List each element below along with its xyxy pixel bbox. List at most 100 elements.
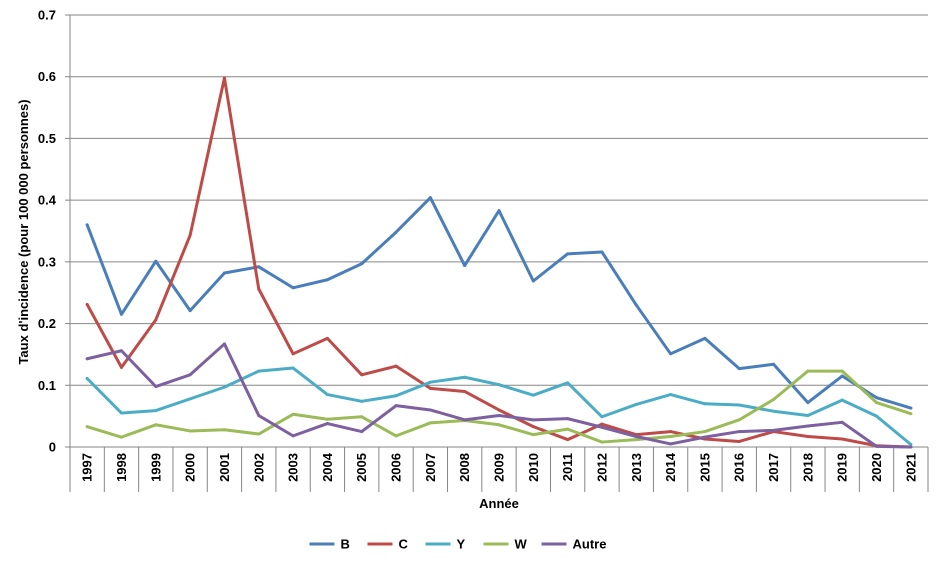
data-point bbox=[257, 287, 261, 291]
data-point bbox=[428, 421, 432, 425]
x-tick-label: 2002 bbox=[251, 453, 266, 482]
data-point bbox=[463, 375, 467, 379]
data-point bbox=[188, 373, 192, 377]
data-point bbox=[222, 428, 226, 432]
data-point bbox=[531, 279, 535, 283]
data-point bbox=[325, 417, 329, 421]
x-tick-label: 2007 bbox=[423, 453, 438, 482]
x-axis-title: Année bbox=[479, 496, 519, 511]
data-point bbox=[566, 438, 570, 442]
data-point bbox=[600, 415, 604, 419]
data-point bbox=[531, 433, 535, 437]
y-tick-label: 0.2 bbox=[38, 316, 56, 331]
data-point bbox=[257, 369, 261, 373]
data-point bbox=[497, 209, 501, 213]
data-point bbox=[222, 385, 226, 389]
data-point bbox=[531, 393, 535, 397]
data-point bbox=[463, 418, 467, 422]
x-tick-label: 2012 bbox=[594, 453, 609, 482]
x-tick-label: 2014 bbox=[663, 452, 678, 482]
data-point bbox=[394, 394, 398, 398]
y-tick-label: 0 bbox=[49, 440, 56, 455]
data-point bbox=[394, 364, 398, 368]
data-point bbox=[669, 393, 673, 397]
data-point bbox=[154, 259, 158, 263]
data-point bbox=[291, 352, 295, 356]
data-point bbox=[463, 389, 467, 393]
data-point bbox=[188, 429, 192, 433]
y-axis-ticks: 0 0.1 0.2 0.3 0.4 0.5 0.6 0.7 bbox=[38, 8, 70, 455]
data-point bbox=[291, 434, 295, 438]
legend-label: Y bbox=[457, 537, 466, 552]
data-point bbox=[154, 318, 158, 322]
data-point bbox=[154, 385, 158, 389]
x-tick-label: 2011 bbox=[560, 453, 575, 481]
x-tick-label: 2017 bbox=[766, 453, 781, 482]
data-point bbox=[428, 386, 432, 390]
data-point bbox=[669, 352, 673, 356]
data-point bbox=[360, 430, 364, 434]
data-point bbox=[600, 425, 604, 429]
data-point bbox=[772, 428, 776, 432]
data-point bbox=[875, 414, 879, 418]
data-point bbox=[840, 437, 844, 441]
data-point bbox=[806, 435, 810, 439]
data-point bbox=[325, 422, 329, 426]
data-point bbox=[188, 233, 192, 237]
data-point bbox=[119, 411, 123, 415]
data-point bbox=[257, 265, 261, 269]
data-point bbox=[737, 403, 741, 407]
data-point bbox=[669, 442, 673, 446]
data-point bbox=[85, 302, 89, 306]
data-point bbox=[840, 420, 844, 424]
data-point bbox=[257, 414, 261, 418]
legend-label: B bbox=[341, 537, 350, 552]
data-point bbox=[428, 196, 432, 200]
data-point bbox=[291, 366, 295, 370]
data-point bbox=[222, 76, 226, 80]
y-axis-title: Taux d'incidence (pour 100 000 personnes… bbox=[16, 99, 31, 364]
data-point bbox=[634, 402, 638, 406]
x-axis-ticks: 1997 1998 1999 2000 2001 2002 2003 2004 2005 2006… bbox=[69, 447, 929, 492]
data-point bbox=[703, 435, 707, 439]
x-tick-label: 2006 bbox=[389, 453, 404, 482]
data-point bbox=[360, 373, 364, 377]
data-point bbox=[497, 408, 501, 412]
x-tick-label: 1997 bbox=[80, 453, 95, 482]
x-tick-label: 2004 bbox=[320, 452, 335, 482]
data-point bbox=[119, 365, 123, 369]
data-point bbox=[188, 309, 192, 313]
data-point bbox=[119, 349, 123, 353]
data-point bbox=[394, 404, 398, 408]
data-point bbox=[360, 262, 364, 266]
data-point bbox=[497, 383, 501, 387]
x-tick-label: 2003 bbox=[286, 453, 301, 482]
data-point bbox=[634, 438, 638, 442]
x-tick-label: 2001 bbox=[217, 453, 232, 482]
x-tick-label: 2015 bbox=[697, 453, 712, 482]
data-point bbox=[840, 374, 844, 378]
data-point bbox=[85, 223, 89, 227]
data-point bbox=[566, 252, 570, 256]
data-point bbox=[291, 412, 295, 416]
legend-item-b: B bbox=[309, 537, 350, 552]
data-point bbox=[600, 440, 604, 444]
x-tick-label: 2000 bbox=[183, 453, 198, 482]
data-point bbox=[737, 439, 741, 443]
data-point bbox=[737, 367, 741, 371]
x-tick-label: 2019 bbox=[835, 453, 850, 482]
data-point bbox=[909, 412, 913, 416]
data-point bbox=[428, 380, 432, 384]
axes bbox=[69, 15, 928, 448]
data-point bbox=[428, 408, 432, 412]
data-point bbox=[737, 430, 741, 434]
grid-lines bbox=[70, 14, 928, 386]
y-tick-label: 0.1 bbox=[38, 378, 56, 393]
data-point bbox=[772, 409, 776, 413]
x-tick-label: 2021 bbox=[903, 453, 918, 482]
y-tick-label: 0.4 bbox=[38, 193, 57, 208]
x-tick-label: 2009 bbox=[492, 453, 507, 482]
data-point bbox=[772, 397, 776, 401]
